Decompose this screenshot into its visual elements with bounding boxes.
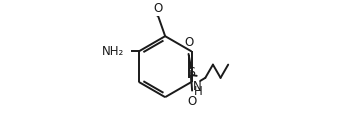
Text: NH₂: NH₂	[102, 45, 125, 58]
Text: O: O	[188, 95, 197, 108]
Text: H: H	[194, 85, 203, 98]
Text: O: O	[184, 36, 193, 49]
Text: O: O	[153, 2, 163, 15]
Text: N: N	[193, 80, 202, 93]
Text: S: S	[187, 66, 195, 79]
